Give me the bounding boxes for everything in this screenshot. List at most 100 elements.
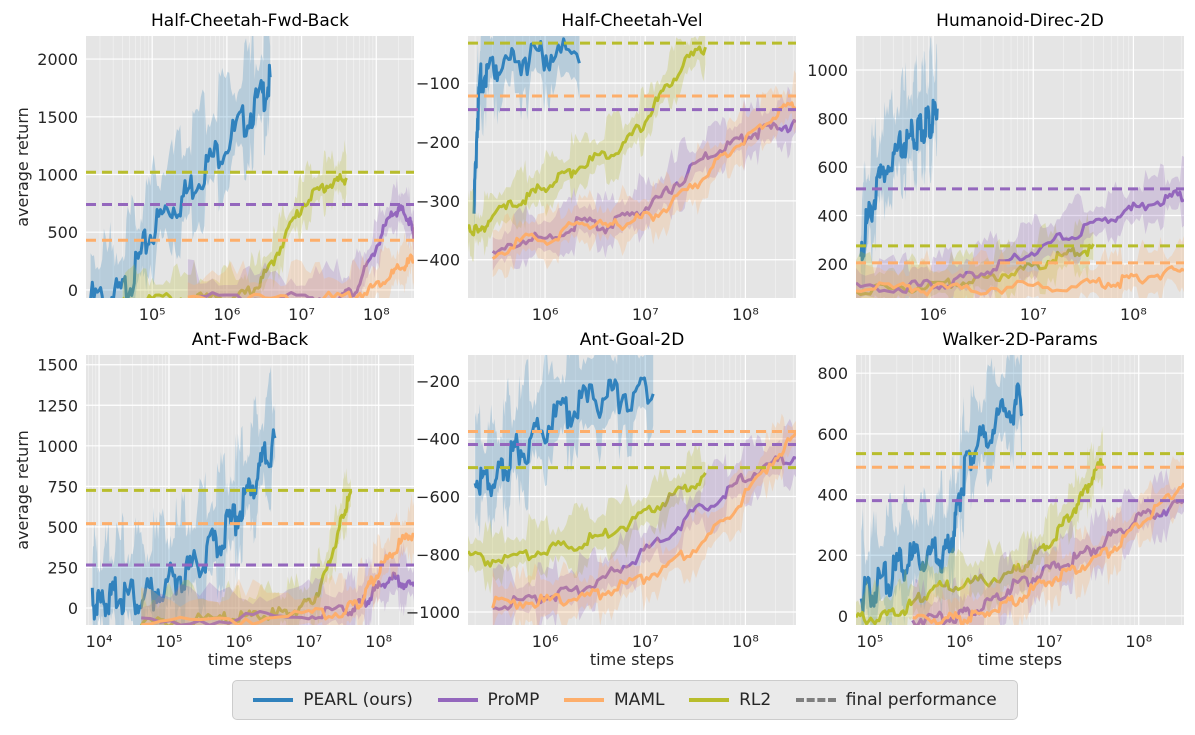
series-band-rl2: [122, 139, 347, 298]
series-line-promp: [491, 118, 796, 255]
x-tick-label: 10⁶: [532, 305, 559, 324]
x-axis-label: time steps: [208, 650, 292, 669]
legend-item-final-performance: final performance: [795, 690, 997, 710]
y-tick-label: −600: [416, 487, 460, 506]
y-tick-label: −1000: [406, 603, 460, 622]
series-band-pearl: [860, 36, 938, 298]
y-tick-label: −100: [416, 74, 460, 93]
legend: PEARL (ours) ProMP MAML RL2 final perfor…: [232, 680, 1018, 720]
chart-title: Ant-Goal-2D: [580, 330, 685, 350]
series-line-maml: [856, 265, 1184, 297]
legend-swatch-pearl: [253, 698, 294, 702]
x-tick-label: 10⁷: [288, 305, 315, 324]
chart-panel: 10⁵ 10⁶ 10⁷ 10⁸ 0 500 1000 1500 2000 Half-Cheetah…: [13, 11, 414, 324]
legend-label-promp: ProMP: [487, 690, 540, 710]
y-tick-label: 400: [817, 207, 848, 226]
chart-panel: 10⁶ 10⁷ 10⁸ −100 −200 −300 −400 Half-Cheetah-Ve…: [416, 11, 796, 324]
series-band-pearl: [475, 355, 654, 539]
series-line-maml: [491, 431, 796, 610]
series-line-pearl: [473, 376, 655, 498]
x-tick-label: 10⁶: [213, 305, 240, 324]
y-tick-label: 0: [68, 599, 78, 618]
series-line-maml: [141, 532, 414, 625]
series-line-promp: [911, 499, 1184, 625]
x-tick-label: 10⁷: [295, 632, 322, 651]
y-tick-label: 1500: [37, 356, 78, 375]
series-band-rl2: [856, 212, 1094, 298]
y-tick-label: 1000: [37, 437, 78, 456]
series-band-maml: [492, 70, 796, 279]
chart-title: Walker-2D-Params: [942, 330, 1098, 350]
series-band-pearl: [474, 36, 580, 239]
y-tick-label: 0: [838, 607, 848, 626]
x-tick-label: 10⁸: [365, 632, 392, 651]
x-tick-label: 10⁵: [139, 305, 166, 324]
x-tick-label: 10⁸: [1120, 305, 1147, 324]
legend-item-promp: ProMP: [437, 690, 540, 710]
plot-area: [468, 36, 796, 279]
legend-swatch-maml: [564, 698, 605, 702]
chart-panel: 10⁵ 10⁶ 10⁷ 10⁸ 0 200 400 600 800 Walker-2D-Param…: [817, 330, 1184, 669]
series-band-maml: [187, 217, 414, 298]
legend-swatch-final-performance: [795, 698, 836, 702]
y-tick-label: 200: [817, 546, 848, 565]
y-tick-label: 250: [47, 558, 78, 577]
chart-title: Half-Cheetah-Vel: [561, 11, 702, 31]
x-tick-label: 10⁵: [856, 632, 883, 651]
y-tick-label: 400: [817, 486, 848, 505]
y-tick-label: 0: [68, 281, 78, 300]
chart-panel: 10⁶ 10⁷ 10⁸ 200 400 600 800 1000 Humanoid-Direc-…: [807, 11, 1184, 324]
y-tick-label: 1000: [37, 166, 78, 185]
series-line-pearl: [859, 382, 1024, 613]
legend-swatch-rl2: [689, 698, 730, 702]
plot-area: [468, 355, 796, 625]
x-tick-label: 10⁸: [732, 305, 759, 324]
series-band-rl2: [856, 425, 1104, 625]
y-axis-label: average return: [13, 430, 32, 550]
y-tick-label: 1250: [37, 396, 78, 415]
series-line-rl2: [122, 173, 348, 298]
legend-label-pearl: PEARL (ours): [303, 690, 413, 710]
y-tick-label: −200: [416, 133, 460, 152]
series-band-maml: [141, 493, 414, 625]
series-line-rl2: [468, 45, 707, 237]
x-tick-label: 10⁶: [532, 632, 559, 651]
y-tick-label: −400: [416, 251, 460, 270]
y-tick-label: 1500: [37, 108, 78, 127]
series-band-promp: [492, 418, 796, 625]
chart-title: Humanoid-Direc-2D: [936, 11, 1104, 31]
y-tick-label: −400: [416, 430, 460, 449]
plot-area: [856, 36, 1184, 298]
y-tick-label: 600: [817, 158, 848, 177]
series-band-pearl: [90, 36, 271, 298]
x-tick-label: 10⁷: [1036, 632, 1063, 651]
x-tick-label: 10⁴: [86, 632, 113, 651]
plot-area: [86, 366, 414, 625]
x-tick-label: 10⁶: [225, 632, 252, 651]
x-tick-label: 10⁵: [156, 632, 183, 651]
y-tick-label: 500: [47, 518, 78, 537]
y-tick-label: −800: [416, 545, 460, 564]
series-line-maml: [912, 482, 1184, 625]
series-band-maml: [912, 454, 1184, 625]
chart-panel: 10⁴ 10⁵ 10⁶ 10⁷ 10⁸ 0 250 500 750 1000 1250 1500 Ant…: [13, 330, 414, 669]
chart-panel: 10⁶ 10⁷ 10⁸ −200 −400 −600 −800 −1000 Ant-Goal-2…: [406, 330, 796, 669]
y-tick-label: 800: [817, 364, 848, 383]
series-line-maml: [187, 253, 414, 298]
x-axis-label: time steps: [590, 650, 674, 669]
y-tick-label: −300: [416, 192, 460, 211]
series-band-promp: [912, 468, 1184, 625]
y-axis-label: average return: [13, 107, 32, 227]
x-tick-label: 10⁷: [632, 632, 659, 651]
x-tick-label: 10⁸: [732, 632, 759, 651]
y-tick-label: 800: [817, 109, 848, 128]
legend-label-final-performance: final performance: [845, 690, 997, 710]
series-band-pearl: [92, 366, 276, 625]
series-line-pearl: [89, 63, 272, 298]
series-line-maml: [491, 101, 796, 260]
y-tick-label: 200: [817, 255, 848, 274]
series-band-promp: [141, 542, 414, 625]
series-line-rl2: [856, 457, 1105, 625]
plot-area: [856, 355, 1184, 625]
y-tick-label: 500: [47, 223, 78, 242]
